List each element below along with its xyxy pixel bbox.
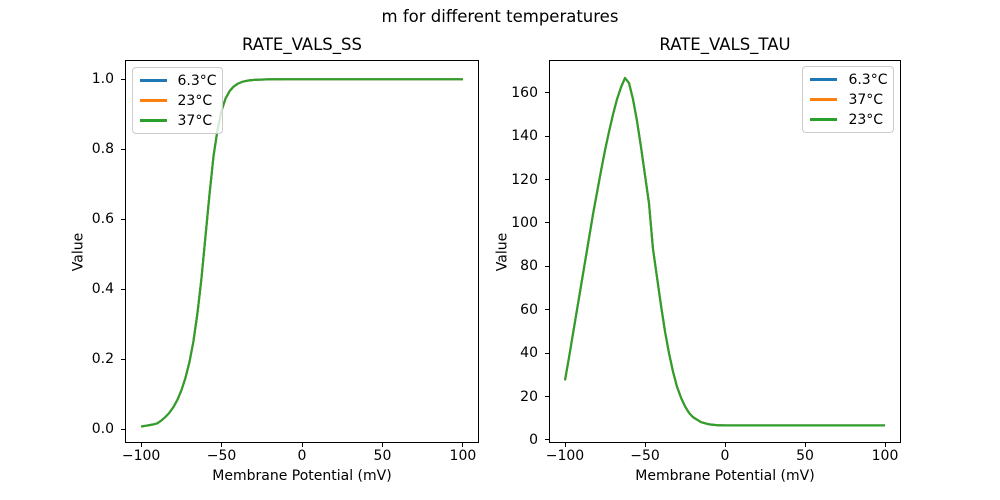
y-axis-tick [545,92,549,94]
y-tick-label: 0.8 [91,141,114,158]
x-axis-label: Membrane Potential (mV) [635,468,815,484]
legend-item: 6.3°C [139,71,217,91]
x-axis-tick [301,443,303,447]
y-axis-tick [545,135,549,137]
y-tick-label: 1.0 [91,71,114,88]
x-tick-label: −50 [206,448,237,464]
y-tick-label: 20 [520,388,538,405]
curves-layer [140,78,463,428]
x-tick-label: 50 [373,448,392,464]
y-axis-tick [121,288,125,290]
x-tick-label: −50 [630,448,660,464]
y-axis-tick [545,265,549,267]
y-tick-label: 120 [511,171,538,188]
y-axis-tick [121,78,125,80]
legend-item: 23°C [810,110,887,130]
y-axis-label: Value [494,232,511,271]
y-tick-label: 0.6 [91,211,114,228]
legend-label: 37°C [177,112,213,129]
curves-layer [563,76,885,427]
x-axis-tick [381,443,383,447]
y-tick-label: 80 [520,258,538,275]
y-tick-label: 60 [520,301,538,318]
y-tick-label: 140 [511,128,538,145]
x-axis-tick [462,443,464,447]
y-tick-label: 0.0 [91,421,114,437]
legend-label: 6.3°C [848,71,888,88]
legend-line-swatch [810,98,838,101]
x-tick-label: 50 [796,448,814,464]
y-axis-tick [545,396,549,398]
series-line-23°C [563,76,885,427]
x-axis-tick [644,443,646,447]
x-axis-tick [221,443,223,447]
y-axis-tick [545,309,549,311]
y-axis-tick [545,179,549,181]
y-tick-label: 160 [511,84,538,101]
legend-line-swatch [139,99,167,102]
y-axis-tick [545,222,549,224]
legend-line-swatch [139,119,167,122]
legend: 6.3°C 23°C 37°C [131,67,223,134]
y-tick-label: 0.2 [91,351,114,368]
subplot-title: RATE_VALS_SS [242,35,362,54]
x-axis-tick [804,443,806,447]
x-axis-tick [564,443,566,447]
legend-item: 37°C [810,90,887,110]
x-tick-label: 0 [297,448,307,464]
y-tick-label: 0.4 [91,281,114,298]
x-axis-tick [884,443,886,447]
y-tick-label: 40 [520,345,538,362]
legend-line-swatch [139,79,167,82]
legend-label: 6.3°C [177,72,217,89]
y-axis-tick [121,218,125,220]
x-tick-label: −100 [121,448,161,464]
legend-line-swatch [810,78,838,81]
x-tick-label: 100 [871,448,899,464]
legend: 6.3°C 37°C 23°C [802,66,894,133]
legend-label: 23°C [177,92,213,109]
y-axis-tick [545,352,549,354]
x-tick-label: 100 [449,448,477,464]
x-tick-label: −100 [545,448,585,464]
legend-label: 37°C [848,91,884,108]
legend-item: 6.3°C [810,70,888,90]
y-axis-tick [545,439,549,441]
series-line-37°C [140,78,463,428]
y-axis-tick [121,358,125,360]
figure-title: m for different temperatures [381,7,619,26]
y-axis-tick [121,148,125,150]
y-axis-tick [121,428,125,430]
y-tick-label: 0 [529,431,538,448]
legend-label: 23°C [848,111,884,128]
x-tick-label: 0 [720,448,730,464]
y-tick-label: 100 [511,214,538,231]
subplot-title: RATE_VALS_TAU [659,35,791,54]
legend-line-swatch [810,118,838,121]
legend-item: 37°C [139,111,217,131]
x-axis-tick [724,443,726,447]
legend-item: 23°C [139,91,217,111]
x-axis-tick [140,443,142,447]
y-axis-label: Value [70,232,87,271]
x-axis-label: Membrane Potential (mV) [212,468,392,484]
